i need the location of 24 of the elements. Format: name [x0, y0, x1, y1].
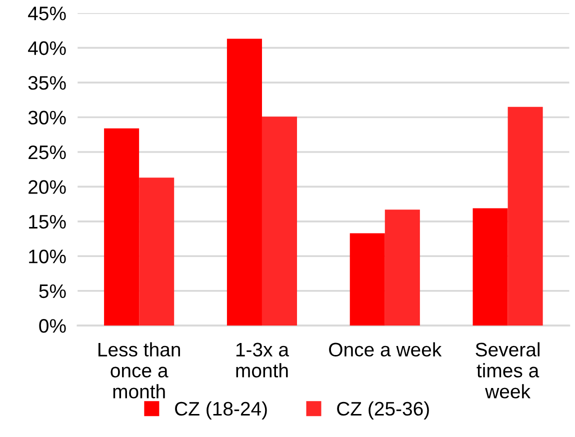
bar	[350, 233, 385, 326]
y-tick-label: 40%	[28, 41, 66, 56]
bar	[226, 38, 262, 326]
bar	[104, 128, 140, 326]
x-tick-label: Once a week	[329, 342, 442, 357]
y-tick-label: 0%	[39, 319, 66, 333]
bar	[508, 106, 543, 326]
y-tick-label: 45%	[28, 6, 66, 20]
bar	[384, 210, 420, 326]
y-tick-label: 10%	[29, 250, 66, 264]
y-tick-label: 5%	[39, 284, 66, 298]
legend-label: CZ (25-36)	[337, 401, 429, 420]
y-tick-label: 30%	[28, 110, 66, 124]
bar	[472, 208, 508, 326]
bar	[262, 116, 298, 326]
x-tick-label: Less than once a month	[98, 342, 180, 398]
bar	[139, 178, 174, 326]
legend-label: CZ (18-24)	[175, 401, 267, 420]
y-tick-label: 35%	[28, 76, 66, 90]
y-tick-label: 20%	[28, 180, 66, 194]
y-tick-label: 25%	[28, 145, 66, 160]
y-tick-label: 15%	[29, 214, 66, 229]
x-tick-label: 1-3x a month	[236, 342, 290, 378]
x-tick-label: Several times a week	[476, 342, 540, 398]
